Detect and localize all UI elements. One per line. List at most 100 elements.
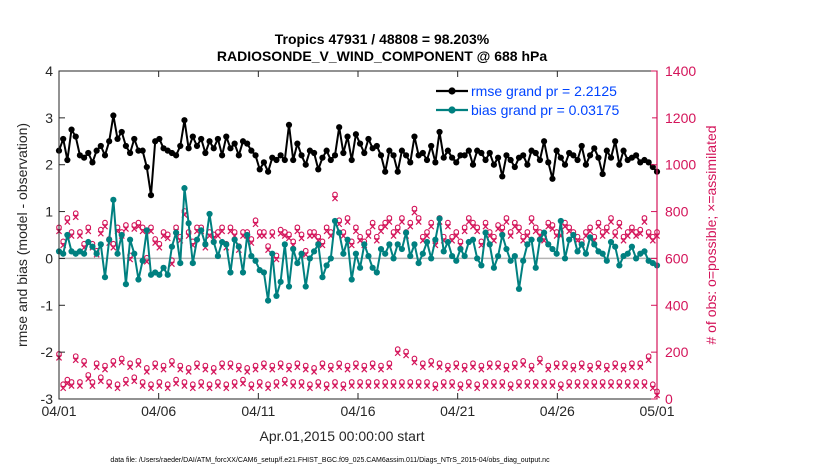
bias-point: [411, 241, 418, 248]
obs-possible-marker: [102, 219, 108, 226]
obs-possible-marker: [194, 360, 200, 367]
y-left-tick-label: -2: [41, 344, 54, 360]
bias-point: [407, 252, 414, 260]
rmse-point: [122, 142, 130, 150]
obs-possible-marker: [156, 240, 163, 247]
obs-assimilated-marker: [76, 382, 83, 389]
obs-assimilated-marker: [336, 364, 343, 371]
rmse-point: [440, 154, 447, 161]
obs-assimilated-marker: [645, 357, 652, 364]
obs-assimilated-marker: [352, 364, 359, 371]
obs-possible-marker: [612, 360, 619, 367]
bias-point: [386, 241, 393, 248]
rmse-point: [490, 161, 498, 168]
obs-possible-marker: [608, 379, 614, 385]
obs-possible-marker: [93, 360, 100, 367]
obs-assimilated-marker: [524, 232, 531, 240]
obs-possible-marker: [649, 233, 656, 240]
obs-possible-marker: [424, 379, 430, 385]
obs-assimilated-marker: [403, 352, 410, 359]
obs-possible-marker: [68, 379, 75, 385]
rmse-point: [482, 156, 489, 164]
bias-point: [327, 255, 334, 262]
bias-point: [490, 264, 498, 271]
obs-possible-marker: [139, 379, 146, 385]
bias-point: [235, 243, 242, 250]
obs-assimilated-marker: [348, 382, 355, 389]
obs-assimilated-marker: [599, 382, 606, 389]
bias-point: [520, 257, 527, 264]
obs-possible-marker: [415, 215, 422, 221]
bias-point: [553, 250, 560, 257]
rmse-point: [436, 128, 443, 136]
y-right-tick-label: 1200: [665, 110, 696, 126]
bias-point: [131, 250, 138, 257]
rmse-series: [55, 112, 661, 199]
obs-possible-marker: [491, 379, 497, 385]
bias-point: [532, 264, 539, 271]
obs-assimilated-marker: [649, 237, 656, 244]
obs-assimilated-marker: [235, 366, 242, 373]
obs-assimilated-marker: [85, 228, 92, 235]
rmse-point: [264, 168, 272, 175]
rmse-point: [591, 145, 598, 152]
obs-assimilated-marker: [122, 225, 129, 232]
obs-assimilated-marker: [520, 361, 527, 368]
obs-possible-marker: [411, 355, 418, 362]
rmse-point: [586, 152, 594, 159]
y-left-tick-label: 2: [45, 157, 53, 173]
rmse-point: [394, 168, 401, 175]
obs-possible-marker: [620, 362, 627, 369]
rmse-point: [402, 152, 410, 159]
bias-point: [281, 241, 288, 248]
obs-assimilated-marker: [357, 382, 364, 389]
rmse-point: [453, 159, 460, 166]
obs-assimilated-marker: [315, 382, 322, 389]
obs-possible-marker: [340, 381, 347, 388]
obs-assimilated-marker: [620, 366, 627, 373]
bias-point: [390, 255, 397, 262]
bias-point: [214, 252, 222, 260]
obs-possible-marker: [265, 381, 271, 388]
rmse-point: [172, 152, 180, 159]
rmse-point: [344, 133, 351, 140]
legend: rmse grand pr = 2.2125 bias grand pr = 0…: [430, 77, 652, 119]
obs-assimilated-marker: [515, 382, 523, 389]
obs-possible-marker: [135, 219, 142, 226]
obs-assimilated-marker: [386, 218, 393, 225]
obs-possible-marker: [252, 362, 259, 369]
obs-possible-marker: [545, 219, 552, 226]
bias-point: [202, 241, 209, 248]
obs-assimilated-marker: [219, 364, 226, 371]
rmse-point: [428, 142, 435, 150]
bias-point: [210, 238, 217, 246]
obs-possible-marker: [595, 219, 602, 226]
obs-possible-marker: [516, 224, 522, 231]
bias-point: [143, 227, 150, 234]
obs-assimilated-marker: [474, 228, 481, 235]
obs-possible-marker: [277, 226, 284, 233]
y-right-tick-label: 1000: [665, 157, 696, 173]
rmse-point: [244, 140, 251, 147]
obs-possible-marker: [507, 229, 514, 235]
obs-possible-marker: [645, 229, 652, 235]
obs-possible-marker: [445, 219, 451, 226]
obs-possible-marker: [578, 360, 585, 367]
y-left-tick-label: -3: [41, 391, 54, 407]
bias-point: [93, 250, 100, 257]
rmse-point: [143, 163, 150, 171]
obs-assimilated-marker: [553, 364, 560, 371]
rmse-point: [582, 161, 590, 168]
rmse-point: [423, 156, 431, 164]
obs-assimilated-marker: [248, 385, 255, 392]
bias-point: [60, 250, 67, 257]
obs-assimilated-marker: [507, 232, 514, 240]
rmse-point: [139, 147, 146, 154]
obs-assimilated-marker: [290, 382, 297, 389]
rmse-point: [206, 138, 213, 145]
obs-assimilated-marker: [168, 361, 175, 368]
obs-possible-marker: [532, 379, 539, 385]
obs-possible-marker: [256, 379, 263, 385]
obs-possible-marker: [72, 210, 79, 217]
obs-assimilated-marker: [294, 364, 301, 371]
